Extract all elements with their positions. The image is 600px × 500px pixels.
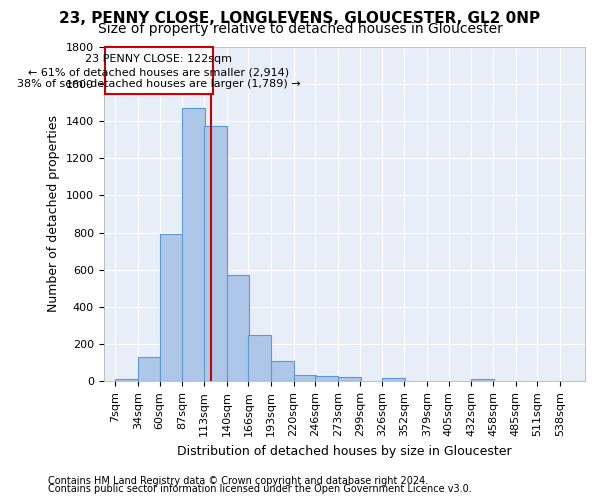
X-axis label: Distribution of detached houses by size in Gloucester: Distribution of detached houses by size … [177, 444, 512, 458]
Bar [382, 378, 405, 382]
Bar [271, 361, 293, 382]
Text: Contains HM Land Registry data © Crown copyright and database right 2024.: Contains HM Land Registry data © Crown c… [48, 476, 428, 486]
Bar [316, 376, 338, 382]
Text: Contains public sector information licensed under the Open Government Licence v3: Contains public sector information licen… [48, 484, 472, 494]
Bar [160, 234, 182, 382]
Bar [248, 335, 271, 382]
Bar [115, 380, 138, 382]
Bar [293, 375, 316, 382]
Bar [227, 276, 249, 382]
Bar [471, 380, 494, 382]
Text: Size of property relative to detached houses in Gloucester: Size of property relative to detached ho… [98, 22, 502, 36]
Bar [182, 108, 205, 382]
Text: ← 61% of detached houses are smaller (2,914): ← 61% of detached houses are smaller (2,… [28, 68, 289, 78]
Bar [138, 357, 160, 382]
Text: 23, PENNY CLOSE, LONGLEVENS, GLOUCESTER, GL2 0NP: 23, PENNY CLOSE, LONGLEVENS, GLOUCESTER,… [59, 11, 541, 26]
Bar [204, 126, 227, 382]
Y-axis label: Number of detached properties: Number of detached properties [47, 116, 61, 312]
Text: 38% of semi-detached houses are larger (1,789) →: 38% of semi-detached houses are larger (… [17, 80, 301, 90]
Text: 23 PENNY CLOSE: 122sqm: 23 PENNY CLOSE: 122sqm [85, 54, 232, 64]
Bar [104, 48, 213, 94]
Bar [338, 376, 361, 382]
